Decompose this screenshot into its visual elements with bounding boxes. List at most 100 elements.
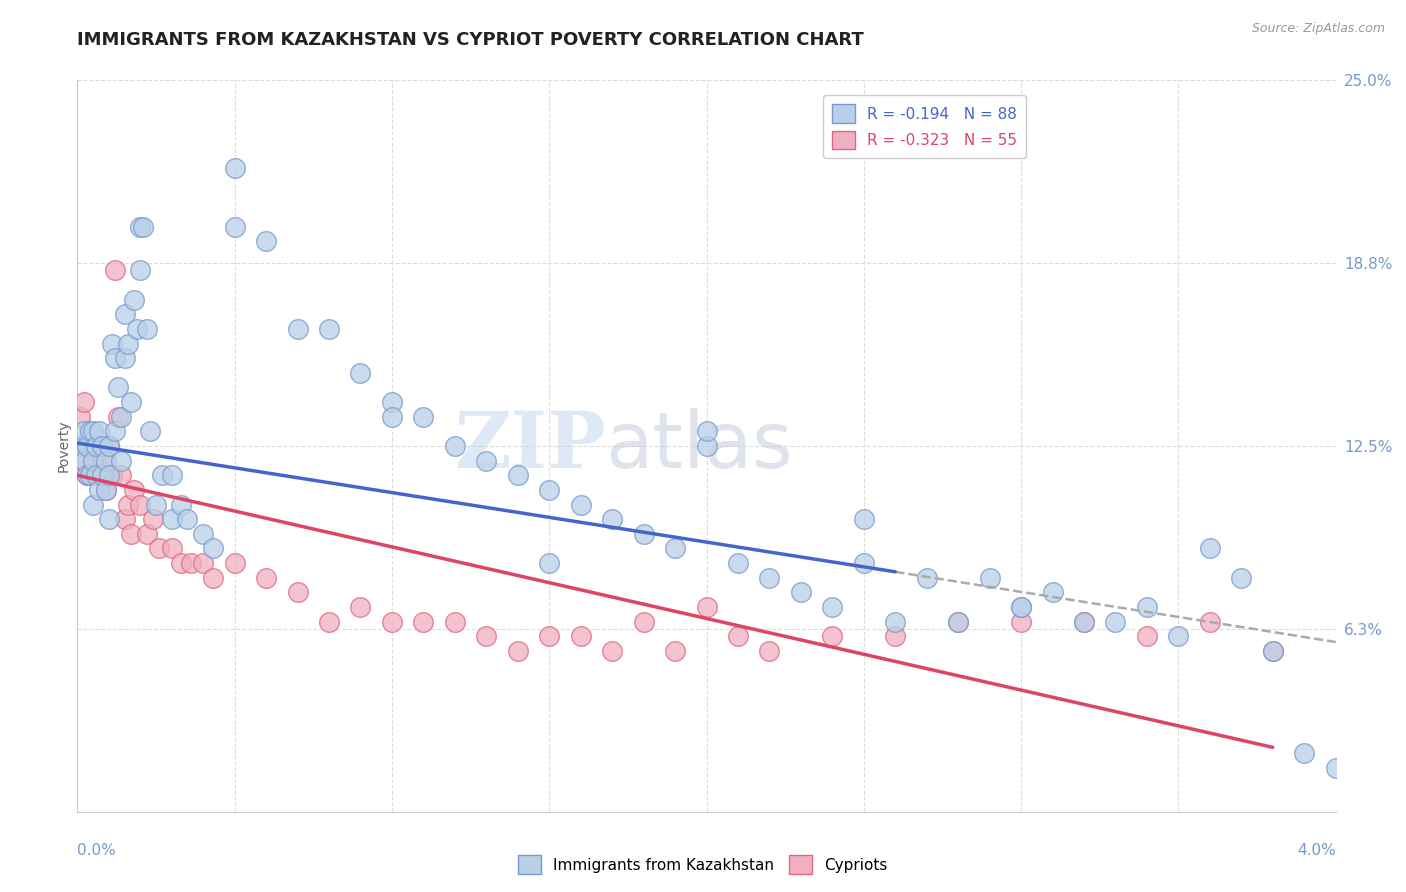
Point <box>1198 541 1220 556</box>
Point <box>142 512 165 526</box>
Point <box>852 512 875 526</box>
Point <box>381 615 404 629</box>
Point <box>696 599 718 614</box>
Point <box>97 512 120 526</box>
Point <box>132 219 155 234</box>
Point <box>475 629 498 643</box>
Point <box>76 439 98 453</box>
Point <box>94 453 117 467</box>
Point <box>76 439 98 453</box>
Point <box>979 571 1001 585</box>
Point <box>1010 615 1032 629</box>
Point <box>569 629 592 643</box>
Point <box>1104 615 1126 629</box>
Point <box>1198 615 1220 629</box>
Point <box>135 322 157 336</box>
Point <box>201 541 224 556</box>
Text: 0.0%: 0.0% <box>77 843 117 858</box>
Point <box>1010 599 1032 614</box>
Point <box>224 556 246 570</box>
Point <box>224 161 246 175</box>
Point <box>82 498 104 512</box>
Point <box>821 599 844 614</box>
Text: Source: ZipAtlas.com: Source: ZipAtlas.com <box>1251 22 1385 36</box>
Point <box>444 439 467 453</box>
Point <box>412 409 434 424</box>
Point <box>696 439 718 453</box>
Point <box>224 219 246 234</box>
Point <box>790 585 813 599</box>
Point <box>884 615 907 629</box>
Point <box>79 468 101 483</box>
Point <box>176 512 198 526</box>
Point <box>191 556 215 570</box>
Point <box>287 322 309 336</box>
Point <box>664 541 686 556</box>
Point <box>852 556 875 570</box>
Point <box>1073 615 1095 629</box>
Point <box>538 629 561 643</box>
Point <box>1261 644 1284 658</box>
Point <box>72 395 94 409</box>
Point <box>318 615 340 629</box>
Point <box>150 468 173 483</box>
Point <box>110 468 132 483</box>
Point <box>120 395 142 409</box>
Point <box>129 219 152 234</box>
Text: 4.0%: 4.0% <box>1296 843 1336 858</box>
Point <box>1042 585 1064 599</box>
Point <box>145 498 167 512</box>
Point <box>84 439 107 453</box>
Point <box>84 453 107 467</box>
Point <box>72 453 94 467</box>
Point <box>107 409 129 424</box>
Point <box>138 425 160 439</box>
Point <box>1073 615 1095 629</box>
Point <box>129 263 152 277</box>
Point <box>129 498 152 512</box>
Point <box>72 425 94 439</box>
Point <box>72 453 94 467</box>
Point <box>122 293 145 307</box>
Point <box>254 234 277 248</box>
Point <box>758 644 780 658</box>
Point <box>1230 571 1253 585</box>
Point <box>114 307 136 321</box>
Text: atlas: atlas <box>606 408 793 484</box>
Point <box>1136 629 1159 643</box>
Point <box>600 644 623 658</box>
Text: IMMIGRANTS FROM KAZAKHSTAN VS CYPRIOT POVERTY CORRELATION CHART: IMMIGRANTS FROM KAZAKHSTAN VS CYPRIOT PO… <box>77 31 865 49</box>
Point <box>506 644 529 658</box>
Y-axis label: Poverty: Poverty <box>56 420 70 472</box>
Point <box>101 468 124 483</box>
Point <box>114 512 136 526</box>
Point <box>104 351 127 366</box>
Point <box>117 336 139 351</box>
Point <box>160 512 183 526</box>
Point <box>101 336 124 351</box>
Point <box>110 409 132 424</box>
Point <box>318 322 340 336</box>
Text: ZIP: ZIP <box>454 408 606 484</box>
Point <box>1294 746 1316 760</box>
Point <box>506 468 529 483</box>
Point <box>94 483 117 497</box>
Point <box>758 571 780 585</box>
Point <box>76 468 98 483</box>
Point <box>122 483 145 497</box>
Legend: R = -0.194   N = 88, R = -0.323   N = 55: R = -0.194 N = 88, R = -0.323 N = 55 <box>823 95 1026 159</box>
Point <box>600 512 623 526</box>
Point <box>412 615 434 629</box>
Point <box>349 599 371 614</box>
Point <box>117 498 139 512</box>
Point <box>135 526 157 541</box>
Point <box>884 629 907 643</box>
Point <box>69 439 91 453</box>
Point <box>633 615 655 629</box>
Point <box>349 366 371 380</box>
Point <box>110 453 132 467</box>
Point <box>180 556 202 570</box>
Point <box>727 629 749 643</box>
Point <box>170 498 193 512</box>
Point <box>664 644 686 658</box>
